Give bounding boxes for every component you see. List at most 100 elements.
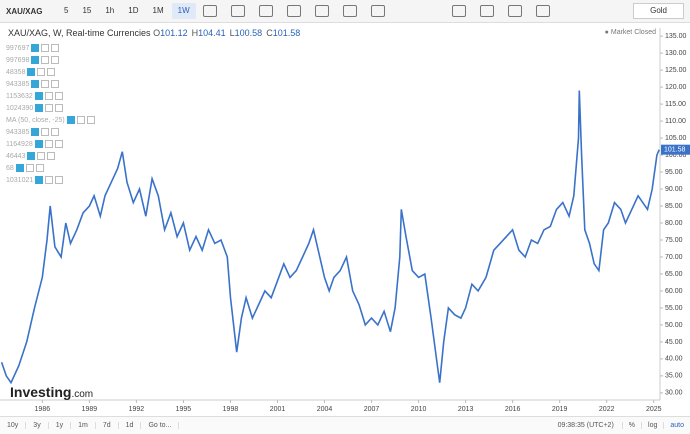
settings-icon[interactable] — [258, 5, 273, 17]
indicator-row: 1153632 — [6, 90, 95, 102]
y-tick-label: 95.00 — [665, 169, 683, 176]
indicator-settings[interactable] — [44, 140, 53, 148]
indicator-eye[interactable] — [34, 92, 43, 100]
ohlc-key: H — [191, 28, 199, 38]
interval-button[interactable]: 15 — [82, 6, 92, 15]
ohlc: O101.12 H104.41 L100.58 C101.58 — [153, 28, 304, 38]
indicator-settings[interactable] — [44, 92, 53, 100]
indicator-settings[interactable] — [45, 176, 54, 184]
indicator-eye[interactable] — [15, 164, 24, 172]
indicator-remove[interactable] — [54, 140, 63, 148]
y-tick-label: 55.00 — [665, 305, 683, 312]
indicator-settings[interactable] — [41, 44, 50, 52]
y-tick-label: 110.00 — [665, 118, 686, 125]
range-button[interactable]: 7d — [96, 422, 119, 429]
indicator-eye[interactable] — [27, 152, 36, 160]
indicator-eye[interactable] — [31, 80, 40, 88]
cloud-icon[interactable] — [507, 5, 522, 17]
interval-button[interactable]: 1h — [105, 6, 115, 15]
indicator-settings[interactable] — [76, 116, 85, 124]
y-tick-label: 45.00 — [665, 339, 683, 346]
ohlc-value: 104.41 — [198, 28, 226, 38]
toolbar: XAU/XAG 5 15 1h 1D 1M 1W Gold — [0, 0, 690, 23]
indicator-label: 1024390 — [6, 104, 34, 112]
indicator-settings[interactable] — [37, 68, 46, 76]
range-button[interactable]: 10y — [0, 422, 27, 429]
range-button[interactable]: 1y — [49, 422, 72, 429]
y-tick-label: 50.00 — [665, 322, 683, 329]
range-button[interactable]: 3y — [26, 422, 49, 429]
x-tick-label: 1995 — [176, 406, 192, 413]
indicator-eye[interactable] — [31, 56, 40, 64]
indicator-eye[interactable] — [66, 116, 75, 124]
scale-option[interactable]: auto — [663, 422, 690, 429]
x-tick-label: 2007 — [364, 406, 380, 413]
indicator-eye[interactable] — [35, 104, 44, 112]
y-tick-label: 120.00 — [665, 84, 687, 91]
ohlc-key: L — [229, 28, 235, 38]
y-tick-label: 125.00 — [665, 67, 687, 74]
indicator-remove[interactable] — [51, 44, 60, 52]
indicator-row: 1164928 — [6, 138, 95, 150]
interval-button[interactable]: 1M — [152, 6, 164, 15]
indicator-icon[interactable] — [286, 5, 301, 17]
indicator-remove[interactable] — [35, 164, 44, 172]
x-tick-label: 2004 — [317, 406, 333, 413]
indicator-remove[interactable] — [47, 152, 56, 160]
upload-icon[interactable] — [535, 5, 550, 17]
indicator-remove[interactable] — [55, 104, 64, 112]
indicator-settings[interactable] — [41, 80, 50, 88]
undo-icon[interactable] — [342, 5, 357, 17]
indicator-remove[interactable] — [55, 176, 64, 184]
indicator-label: 997698 — [6, 56, 30, 64]
y-tick-label: 130.00 — [665, 50, 687, 57]
interval-button[interactable]: 1W — [171, 3, 196, 19]
indicator-eye[interactable] — [34, 140, 43, 148]
line-icon[interactable] — [230, 5, 245, 17]
ranges: 10y 3y 1y 1m 7d 1d — [0, 422, 142, 429]
indicator-row: 997698 — [6, 54, 95, 66]
indicator-remove[interactable] — [51, 80, 60, 88]
goto[interactable]: Go to... — [141, 422, 180, 429]
intervals: 5 15 1h 1D 1M 1W — [56, 3, 196, 19]
indicator-remove[interactable] — [86, 116, 95, 124]
scale-icon[interactable] — [314, 5, 329, 17]
indicator-eye[interactable] — [31, 128, 40, 136]
x-tick-label: 2019 — [552, 406, 568, 413]
interval-button[interactable]: 1D — [128, 6, 139, 15]
tree-icon[interactable] — [370, 5, 385, 17]
indicator-label: 943385 — [6, 128, 30, 136]
y-tick-label: 75.00 — [665, 237, 683, 244]
indicator-eye[interactable] — [35, 176, 44, 184]
x-tick-label: 2022 — [599, 406, 615, 413]
y-tick-label: 40.00 — [665, 356, 683, 363]
indicator-settings[interactable] — [41, 56, 50, 64]
indicator-remove[interactable] — [47, 68, 56, 76]
candle-icon[interactable] — [202, 5, 217, 17]
indicator-remove[interactable] — [51, 56, 60, 64]
scale-option[interactable]: % — [621, 422, 641, 429]
symbol-select[interactable]: Gold — [633, 3, 684, 19]
camera-icon[interactable] — [451, 5, 466, 17]
indicator-settings[interactable] — [45, 104, 54, 112]
scale-option[interactable]: log — [641, 422, 663, 429]
indicator-eye[interactable] — [31, 44, 40, 52]
indicator-settings[interactable] — [41, 128, 50, 136]
color-icon[interactable] — [479, 5, 494, 17]
range-button[interactable]: 1m — [71, 422, 96, 429]
logo: Investing.com — [10, 384, 93, 400]
indicator-eye[interactable] — [27, 68, 36, 76]
interval-button[interactable]: 5 — [64, 6, 69, 15]
range-button[interactable]: 1d — [119, 422, 142, 429]
market-status: ● Market Closed — [604, 29, 656, 36]
indicator-settings[interactable] — [25, 164, 34, 172]
x-tick-label: 1992 — [129, 406, 145, 413]
symbol[interactable]: XAU/XAG — [6, 6, 43, 16]
indicator-row: 997697 — [6, 42, 95, 54]
indicator-remove[interactable] — [54, 92, 63, 100]
bottom-bar: 10y 3y 1y 1m 7d 1d Go to... 09:38:35 (UTC+2) … — [0, 416, 690, 434]
indicator-remove[interactable] — [51, 128, 60, 136]
indicator-row: 1031021 — [6, 174, 95, 186]
indicator-settings[interactable] — [37, 152, 46, 160]
indicator-label: 48358 — [6, 68, 26, 76]
